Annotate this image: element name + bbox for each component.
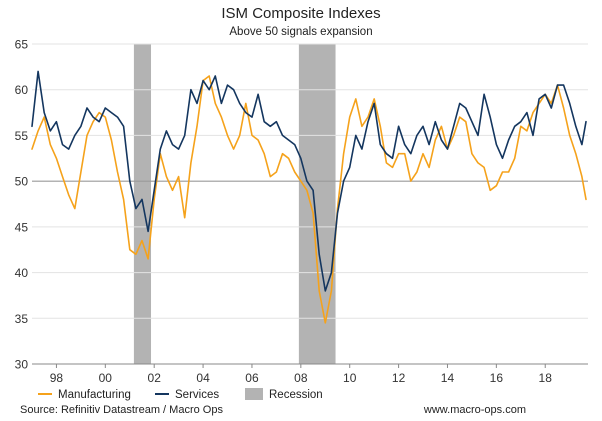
x-axis-ticks: 98 00 02 04 06 08 10 12 14 16 18 [50,364,552,385]
series-line-manufacturing [31,75,587,324]
x-tick-label: 10 [343,371,357,385]
recession-bands [133,44,336,364]
y-tick-label: 60 [15,83,29,97]
x-tick-label: 12 [392,371,406,385]
legend-label-services: Services [175,389,219,401]
y-tick-label: 40 [15,266,29,280]
legend-swatch-recession [245,388,263,400]
y-axis-ticks: 30 35 40 45 50 55 60 65 [15,38,29,372]
source-note: Source: Refinitiv Datastream / Macro Ops [20,404,223,416]
y-tick-label: 65 [15,38,29,52]
y-gridlines [32,43,588,319]
x-tick-label: 06 [245,371,259,385]
legend-label-manufacturing: Manufacturing [58,389,131,401]
series-line-services [31,70,587,292]
y-tick-label: 55 [15,129,29,143]
x-tick-label: 02 [148,371,162,385]
y-tick-label: 45 [15,220,29,234]
y-tick-label: 30 [15,358,29,372]
x-tick-label: 00 [99,371,113,385]
x-tick-label: 98 [50,371,64,385]
chart-subtitle: Above 50 signals expansion [229,26,372,38]
website-note: www.macro-ops.com [423,404,526,416]
x-tick-label: 18 [539,371,553,385]
x-tick-label: 08 [294,371,308,385]
x-tick-label: 16 [490,371,504,385]
x-tick-label: 14 [441,371,455,385]
legend-label-recession: Recession [269,389,323,401]
y-tick-label: 35 [15,312,29,326]
recession-band-2 [298,44,336,364]
y-tick-label: 50 [15,175,29,189]
legend: Manufacturing Services Recession [38,388,323,401]
x-tick-label: 04 [196,371,210,385]
series-lines [31,70,587,324]
chart-title: ISM Composite Indexes [221,5,380,22]
